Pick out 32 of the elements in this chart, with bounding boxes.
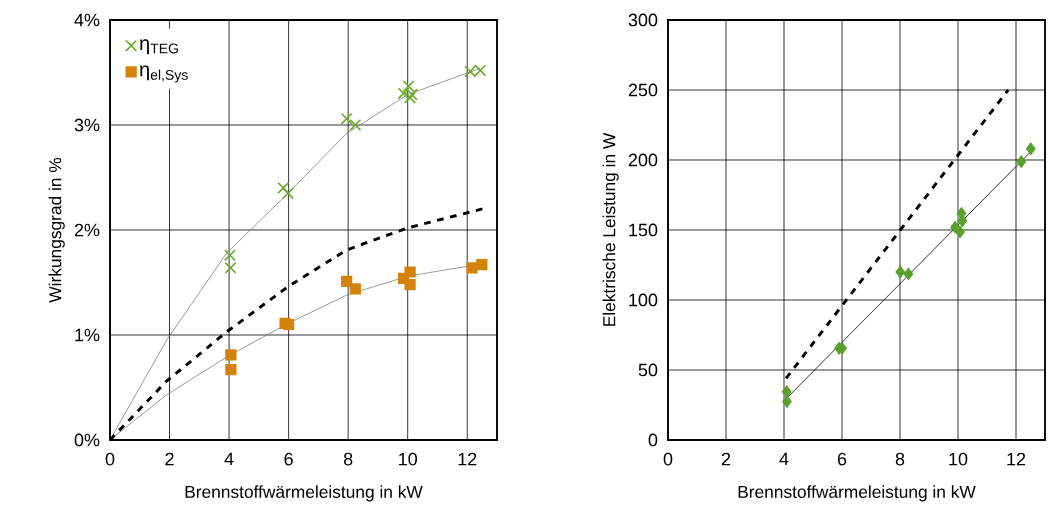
y-tick-label: 250 bbox=[628, 83, 658, 97]
x-tick-label: 0 bbox=[105, 452, 115, 466]
x-axis-title: Brennstoffwärmeleistung in kW bbox=[185, 485, 423, 502]
y-tick-label: 4% bbox=[74, 13, 100, 27]
y-tick-label: 150 bbox=[629, 223, 658, 237]
x-axis-title: Brennstoffwärmeleistung in kW bbox=[738, 485, 976, 502]
y-tick-label: 100 bbox=[629, 293, 658, 307]
y-tick-label: 3% bbox=[74, 118, 100, 132]
y-tick-label: 2% bbox=[74, 223, 100, 237]
y-axis-title: Elektrische Leistung in W bbox=[602, 132, 619, 326]
y-tick-label: 0 bbox=[648, 433, 658, 447]
x-tick-label: 6 bbox=[837, 452, 847, 466]
x-tick-label: 2 bbox=[721, 452, 731, 466]
x-tick-label: 6 bbox=[284, 452, 293, 466]
y-tick-label: 0% bbox=[74, 433, 100, 447]
x-tick-label: 4 bbox=[224, 452, 234, 466]
x-tick-label: 12 bbox=[458, 452, 477, 466]
x-tick-label: 2 bbox=[165, 452, 174, 466]
x-tick-label: 10 bbox=[399, 452, 417, 466]
y-tick-label: 1% bbox=[75, 328, 100, 342]
x-tick-label: 0 bbox=[663, 452, 673, 466]
y-tick-label: 200 bbox=[628, 153, 658, 167]
legend-label: η$_{el,Sys}$ bbox=[140, 65, 188, 83]
x-tick-label: 4 bbox=[779, 452, 789, 466]
y-tick-label: 50 bbox=[638, 363, 658, 377]
x-tick-label: 8 bbox=[343, 452, 353, 466]
legend-label: η$_{TEG}$ bbox=[140, 39, 178, 55]
x-tick-label: 8 bbox=[895, 452, 905, 466]
x-tick-label: 10 bbox=[949, 452, 968, 466]
y-axis-title: Wirkungsgrad in % bbox=[48, 157, 65, 303]
y-tick-label: 300 bbox=[628, 13, 658, 27]
x-tick-label: 12 bbox=[1007, 452, 1026, 466]
